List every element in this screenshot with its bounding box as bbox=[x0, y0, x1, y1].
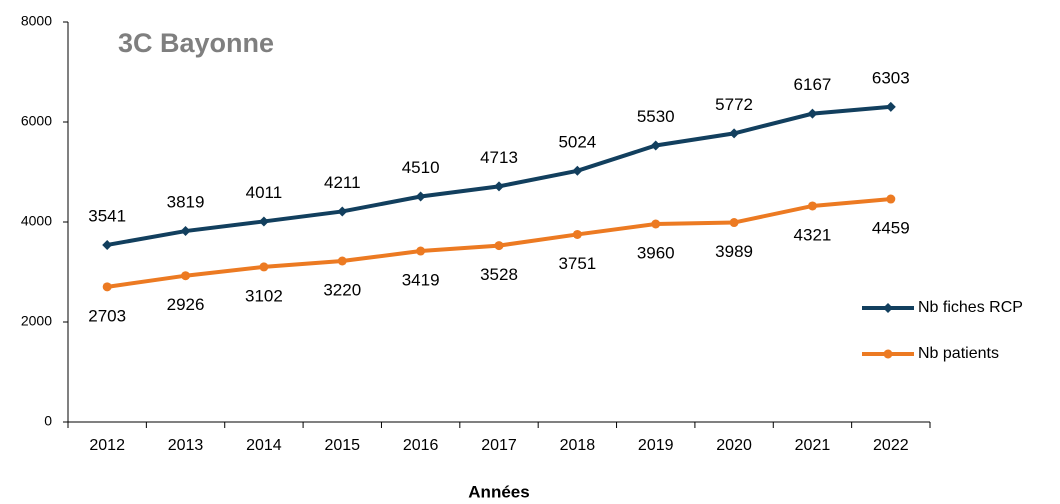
data-label: 4011 bbox=[246, 183, 283, 202]
data-label: 3528 bbox=[480, 265, 518, 284]
data-label: 2926 bbox=[167, 295, 205, 314]
legend-marker bbox=[883, 303, 893, 313]
data-label: 4321 bbox=[794, 225, 832, 244]
x-axis-label: Années bbox=[468, 482, 529, 501]
point bbox=[181, 271, 191, 281]
point bbox=[572, 165, 583, 176]
series-line bbox=[106, 104, 891, 247]
x-tick-label: 2020 bbox=[716, 437, 752, 454]
point bbox=[258, 216, 269, 227]
point bbox=[807, 108, 818, 119]
point bbox=[102, 282, 112, 292]
data-label: 6167 bbox=[794, 75, 832, 94]
data-label: 3989 bbox=[715, 242, 753, 261]
data-label: 2703 bbox=[88, 306, 126, 325]
point bbox=[885, 101, 896, 112]
point bbox=[180, 226, 191, 237]
point bbox=[415, 191, 426, 202]
x-tick-label: 2016 bbox=[403, 437, 439, 454]
data-label: 3419 bbox=[402, 271, 440, 290]
data-label: 3751 bbox=[558, 254, 596, 273]
x-tick-label: 2017 bbox=[481, 437, 517, 454]
chart-title: 3C Bayonne bbox=[118, 28, 274, 58]
x-tick-label: 2015 bbox=[324, 437, 360, 454]
data-label: 3960 bbox=[637, 243, 675, 262]
data-label: 3541 bbox=[88, 206, 126, 225]
data-label: 4510 bbox=[402, 158, 440, 177]
data-label: 5024 bbox=[558, 132, 596, 151]
point bbox=[337, 256, 347, 266]
point bbox=[729, 218, 739, 228]
y-tick-label: 0 bbox=[44, 413, 52, 429]
y-tick-label: 8000 bbox=[21, 13, 52, 29]
data-label: 4713 bbox=[480, 148, 518, 167]
y-tick-label: 2000 bbox=[21, 313, 52, 329]
point bbox=[494, 241, 504, 251]
x-tick-label: 2013 bbox=[168, 437, 204, 454]
point bbox=[416, 246, 426, 256]
x-tick-label: 2019 bbox=[638, 437, 674, 454]
point bbox=[337, 206, 348, 217]
x-tick-label: 2014 bbox=[246, 437, 282, 454]
y-tick-label: 4000 bbox=[21, 213, 52, 229]
x-tick-label: 2012 bbox=[89, 437, 125, 454]
point bbox=[807, 201, 817, 211]
point bbox=[650, 140, 661, 151]
point bbox=[651, 219, 661, 229]
legend-label: Nb patients bbox=[918, 345, 999, 362]
data-label: 6303 bbox=[872, 68, 910, 87]
point bbox=[259, 262, 269, 272]
y-tick-label: 6000 bbox=[21, 113, 52, 129]
legend-label: Nb fiches RCP bbox=[918, 299, 1023, 316]
point bbox=[886, 194, 896, 204]
data-label: 3819 bbox=[167, 193, 205, 212]
data-label: 5530 bbox=[637, 107, 675, 126]
legend-marker bbox=[883, 349, 893, 359]
point bbox=[102, 239, 113, 250]
data-label: 3220 bbox=[323, 280, 361, 299]
x-tick-label: 2021 bbox=[795, 437, 831, 454]
data-label: 5772 bbox=[715, 95, 753, 114]
x-tick-label: 2022 bbox=[873, 437, 909, 454]
data-label: 3102 bbox=[245, 286, 283, 305]
data-label: 4459 bbox=[872, 219, 910, 238]
point bbox=[729, 128, 740, 139]
data-label: 4211 bbox=[324, 173, 361, 192]
x-tick-label: 2018 bbox=[560, 437, 596, 454]
point bbox=[494, 181, 504, 192]
point bbox=[572, 229, 582, 239]
